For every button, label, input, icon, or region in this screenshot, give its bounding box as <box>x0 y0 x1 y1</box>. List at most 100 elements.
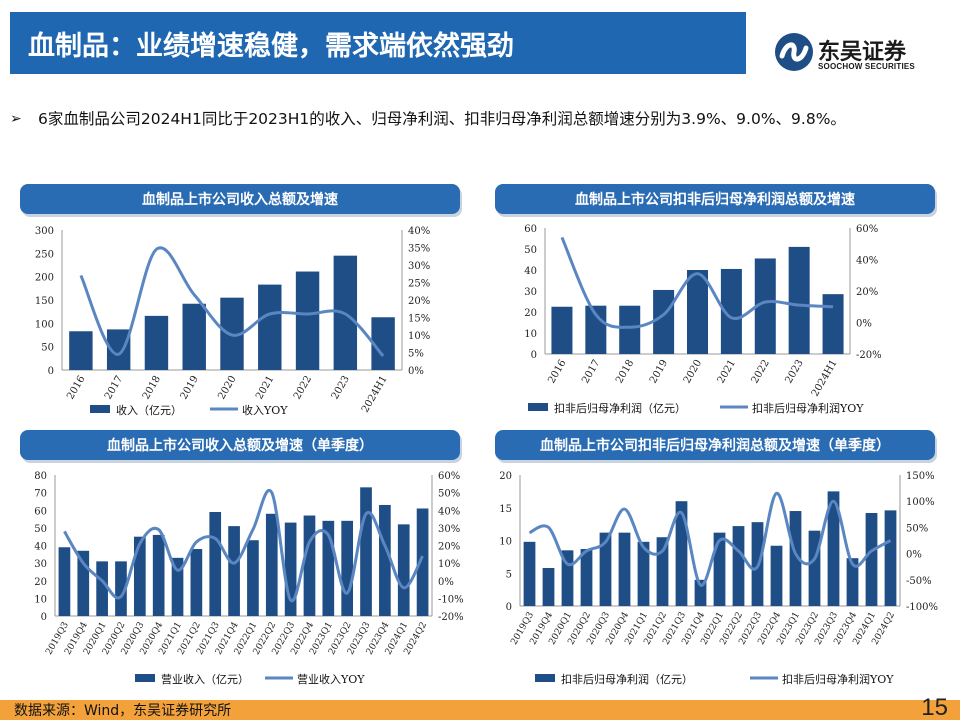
legend-line-label: 扣非后归母净利润YOY <box>782 672 894 686</box>
chart-svg: 血制品上市公司收入总额及增速（单季度）01020304050607080-20%… <box>10 428 490 698</box>
right-tick-label: -10% <box>438 594 464 605</box>
right-tick-label: 25% <box>408 279 430 290</box>
bar <box>145 316 168 370</box>
x-tick-label: 2020 <box>682 358 704 386</box>
bar <box>304 516 316 616</box>
bar <box>379 505 391 616</box>
bar <box>524 542 536 606</box>
right-tick-label: -50% <box>906 576 932 587</box>
bar <box>153 535 165 616</box>
chart-title: 血制品上市公司扣非后归母净利润总额及增速 <box>575 191 855 208</box>
bar <box>885 510 897 606</box>
left-tick-label: 20 <box>524 308 537 319</box>
bullet-arrow-icon: ➢ <box>10 108 22 131</box>
left-tick-label: 300 <box>35 226 54 237</box>
bar <box>823 294 844 354</box>
x-tick-label: 2022 <box>292 374 314 402</box>
bar <box>96 561 108 616</box>
bar <box>134 537 146 616</box>
x-tick-label: 2018 <box>141 374 163 402</box>
left-tick-label: 60 <box>524 224 537 235</box>
left-tick-label: 50 <box>524 245 537 256</box>
page-number: 15 <box>921 694 948 722</box>
legend-bar-swatch <box>90 405 110 413</box>
x-tick-label: 2023 <box>330 374 352 402</box>
chart-title: 血制品上市公司扣非后归母净利润总额及增速（单季度） <box>540 437 890 454</box>
right-tick-label: 40% <box>856 256 878 267</box>
left-tick-label: 40 <box>34 542 47 553</box>
bar <box>657 537 669 606</box>
bar <box>360 487 372 616</box>
right-tick-label: 10% <box>408 331 430 342</box>
bar <box>191 549 203 616</box>
logo-mark-icon <box>774 32 814 72</box>
legend-line-label: 营业收入YOY <box>297 672 365 686</box>
right-tick-label: 30% <box>438 524 460 535</box>
right-tick-label: -20% <box>856 350 882 361</box>
bar <box>653 290 674 354</box>
header-banner: 血制品：业绩增速稳健，需求端依然强劲 <box>10 12 746 74</box>
chart-title: 血制品上市公司收入总额及增速（单季度） <box>107 437 373 454</box>
bar <box>809 531 821 606</box>
left-tick-label: 15 <box>499 504 512 515</box>
bar <box>247 540 259 616</box>
right-tick-label: 100% <box>906 497 935 508</box>
bar <box>789 247 810 354</box>
chart-svg: 血制品上市公司扣非后归母净利润总额及增速0102030405060-20%0%2… <box>490 178 955 425</box>
right-tick-label: -20% <box>438 612 464 623</box>
right-tick-label: 0% <box>438 577 454 588</box>
right-tick-label: 50% <box>906 523 928 534</box>
right-tick-label: 50% <box>438 489 460 500</box>
x-tick-label: 2021 <box>716 358 738 386</box>
left-tick-label: 10 <box>34 594 47 605</box>
left-tick-label: 0 <box>48 366 54 377</box>
legend-line-label: 扣非后归母净利润YOY <box>752 401 864 415</box>
left-tick-label: 60 <box>34 506 47 517</box>
right-tick-label: 0% <box>906 550 922 561</box>
bar <box>398 524 410 616</box>
left-tick-label: 200 <box>35 273 54 284</box>
right-tick-label: -100% <box>906 602 938 613</box>
bar <box>341 521 353 616</box>
bar <box>866 513 878 606</box>
legend-bar-label: 扣非后归母净利润（亿元） <box>561 672 693 686</box>
left-tick-label: 50 <box>34 524 47 535</box>
left-tick-label: 30 <box>524 287 537 298</box>
legend-line-label: 收入YOY <box>242 403 288 417</box>
left-tick-label: 30 <box>34 559 47 570</box>
right-tick-label: 15% <box>408 314 430 325</box>
bar <box>296 272 319 370</box>
x-tick-label: 2019 <box>648 358 670 386</box>
key-point-text: 6家血制品公司2024H1同比于2023H1的收入、归母净利润、扣非归母净利润总… <box>38 108 943 131</box>
left-tick-label: 0 <box>41 612 47 623</box>
bar <box>714 533 726 606</box>
right-tick-label: 5% <box>408 349 424 360</box>
chart-title: 血制品上市公司收入总额及增速 <box>142 191 338 208</box>
bar <box>733 526 745 606</box>
bar <box>581 549 593 606</box>
right-tick-label: 30% <box>408 261 430 272</box>
page-title: 血制品：业绩增速稳健，需求端依然强劲 <box>28 24 514 63</box>
x-tick-label: 2017 <box>103 374 125 402</box>
bar <box>183 304 206 370</box>
left-tick-label: 20 <box>499 471 512 482</box>
right-tick-label: 20% <box>408 296 430 307</box>
left-tick-label: 250 <box>35 249 54 260</box>
legend-bar-swatch <box>528 403 548 411</box>
legend-bar-label: 收入（亿元） <box>116 403 182 417</box>
x-tick-label: 2023 <box>784 358 806 386</box>
legend-bar-label: 营业收入（亿元） <box>161 672 249 686</box>
left-tick-label: 70 <box>34 489 47 500</box>
bar <box>77 551 89 616</box>
data-source: 数据来源：Wind，东吴证券研究所 <box>14 700 231 720</box>
left-tick-label: 20 <box>34 577 47 588</box>
bar <box>771 546 783 606</box>
x-tick-label: 2022 <box>750 358 772 386</box>
x-tick-label: 2016 <box>65 374 87 402</box>
bar <box>619 306 640 354</box>
right-tick-label: 60% <box>438 471 460 482</box>
left-tick-label: 0 <box>506 602 512 613</box>
